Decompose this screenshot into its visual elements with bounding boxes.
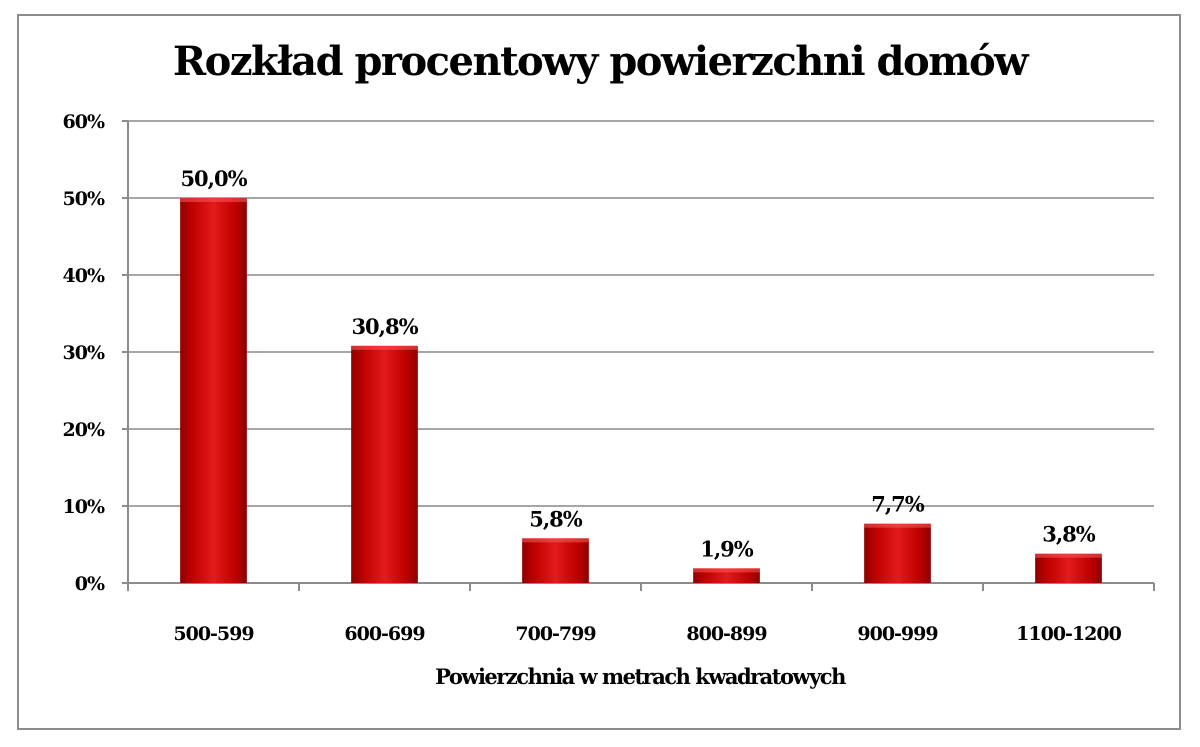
bar (180, 198, 247, 583)
data-labels: 50,0% 30,8% 5,8% 1,9% 7,7% 3,8% (180, 166, 1096, 561)
bar-highlight (693, 568, 760, 573)
bar-highlight (351, 345, 418, 350)
bars (180, 198, 1102, 583)
data-label: 30,8% (351, 314, 418, 339)
bar (522, 538, 589, 583)
gridlines (128, 120, 1154, 507)
data-label: 7,7% (871, 492, 925, 517)
y-tick-labels: 0% 10% 20% 30% 40% 50% 60% (63, 111, 106, 595)
y-tick-label: 30% (63, 342, 105, 364)
x-tick-label: 1100-1200 (1016, 623, 1121, 645)
x-tick-label: 700-799 (515, 623, 596, 645)
data-label: 50,0% (180, 166, 247, 191)
y-tick-label: 40% (63, 265, 105, 287)
y-tick-label: 50% (63, 188, 105, 210)
x-tick-label: 600-699 (344, 623, 425, 645)
data-label: 5,8% (529, 506, 583, 531)
x-axis-title: Powierzchnia w metrach kwadratowych (435, 664, 846, 689)
bar-highlight (1035, 553, 1102, 558)
bar (351, 345, 418, 583)
data-label: 1,9% (700, 536, 754, 561)
data-label: 3,8% (1042, 522, 1096, 547)
y-tick-label: 60% (63, 111, 105, 133)
x-tick-labels: 500-599 600-699 700-799 800-899 900-999 1100-… (173, 623, 1122, 645)
bar-highlight (180, 198, 247, 202)
chart-title: Rozkład procentowy powierzchni domów (172, 38, 1029, 85)
bar-highlight (864, 523, 931, 528)
bar (864, 523, 931, 583)
y-tick-label: 0% (75, 573, 105, 595)
x-tick-label: 900-999 (857, 623, 938, 645)
y-tick-label: 20% (63, 419, 105, 441)
x-tick-label: 800-899 (686, 623, 767, 645)
bar-highlight (522, 538, 589, 543)
bar (1035, 553, 1102, 583)
x-tick-label: 500-599 (173, 623, 254, 645)
axes (122, 120, 1155, 591)
y-tick-label: 10% (63, 496, 105, 518)
